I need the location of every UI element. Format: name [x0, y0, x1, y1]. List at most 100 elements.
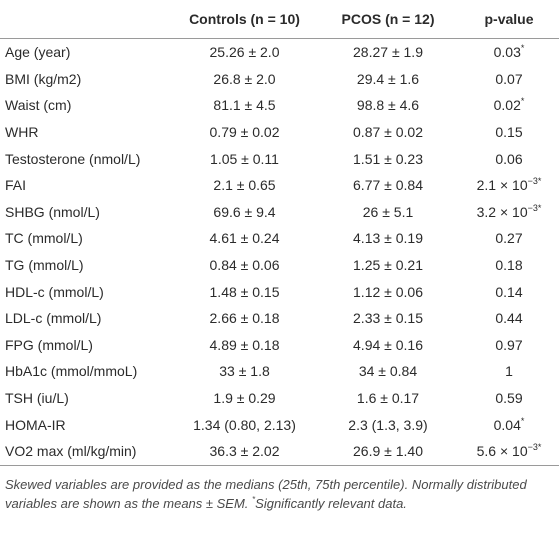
row-label: Testosterone (nmol/L) [5, 150, 141, 167]
pcos-value: 1.6 ± 0.17 [356, 390, 420, 407]
p-value-cell: 5.6 × 10−3* [459, 437, 559, 466]
pcos-value: 98.8 ± 4.6 [356, 97, 420, 114]
table-row: FAI 2.1 ± 0.65 6.77 ± 0.84 2.1 × 10−3* [0, 172, 559, 199]
table-row: Testosterone (nmol/L) 1.05 ± 0.11 1.51 ± 0… [0, 145, 559, 172]
p-value: 3.2 × 10 [476, 203, 528, 220]
controls-value: 2.66 ± 0.18 [209, 310, 280, 327]
pcos-value: 2.33 ± 0.15 [353, 310, 423, 327]
p-value-superscript: * [520, 96, 525, 107]
p-value-cell: 0.07 [459, 66, 559, 93]
table-row: BMI (kg/m2) 26.8 ± 2.0 29.4 ± 1.6 0.07 [0, 66, 559, 93]
p-value-cell: 0.03* [459, 39, 559, 66]
p-value-cell: 0.15 [459, 119, 559, 146]
row-label: TG (mmol/L) [5, 257, 84, 274]
controls-value: 1.34 (0.80, 2.13) [193, 416, 296, 433]
p-value-cell: 0.02* [459, 92, 559, 119]
controls-value: 1.48 ± 0.15 [209, 283, 280, 300]
controls-value: 26.8 ± 2.0 [213, 70, 276, 87]
footnote-tail: Significantly relevant data. [255, 495, 407, 511]
pcos-value: 26.9 ± 1.40 [317, 437, 459, 466]
p-value-cell: 0.44 [459, 305, 559, 332]
pcos-value: 1.12 ± 0.06 [353, 283, 423, 300]
p-value-cell: 2.1 × 10−3* [459, 172, 559, 199]
row-label: HOMA-IR [5, 416, 66, 433]
p-value-superscript: * [520, 43, 525, 54]
controls-value: 0.79 ± 0.02 [209, 124, 280, 141]
column-header: Controls (n = 10) [172, 0, 317, 39]
p-value-cell: 0.14 [459, 278, 559, 305]
controls-value: 33 ± 1.8 [219, 363, 270, 380]
p-value: 1 [505, 363, 513, 380]
header-row: Controls (n = 10) PCOS (n = 12) p-value [0, 0, 559, 39]
pcos-value: 26 ± 5.1 [362, 203, 414, 220]
controls-value: 69.6 ± 9.4 [213, 203, 276, 220]
p-value: 2.1 × 10 [476, 177, 528, 194]
column-header: p-value [459, 0, 559, 39]
controls-value: 1.05 ± 0.11 [210, 150, 279, 167]
row-label: Waist (cm) [5, 97, 72, 114]
row-label: HbA1c (mmol/mmoL) [5, 363, 138, 380]
row-label: Age (year) [5, 44, 71, 61]
pcos-value: 2.3 (1.3, 3.9) [348, 416, 428, 433]
row-label: BMI (kg/m2) [5, 70, 82, 87]
p-value: 0.03 [493, 44, 521, 61]
column-header [0, 0, 172, 39]
table-row: FPG (mmol/L) 4.89 ± 0.18 4.94 ± 0.16 0.97 [0, 332, 559, 359]
table-row: Age (year) 25.26 ± 2.0 28.27 ± 1.9 0.03* [0, 39, 559, 66]
p-value: 0.27 [495, 230, 523, 247]
table-row: HOMA-IR 1.34 (0.80, 2.13) 2.3 (1.3, 3.9) 0.… [0, 411, 559, 438]
pcos-value: 29.4 ± 1.6 [356, 70, 420, 87]
row-label: FAI [5, 177, 27, 194]
controls-value: 4.89 ± 0.18 [209, 336, 280, 353]
p-value-cell: 1 [459, 358, 559, 385]
p-value: 0.15 [495, 124, 523, 141]
row-label: SHBG (nmol/L) [5, 203, 100, 220]
p-value: 0.07 [495, 70, 523, 87]
controls-value: 81.1 ± 4.5 [213, 97, 276, 114]
row-label: TC (mmol/L) [5, 230, 83, 247]
p-value: 0.06 [495, 150, 523, 167]
table-row: HbA1c (mmol/mmoL) 33 ± 1.8 34 ± 0.84 1 [0, 358, 559, 385]
controls-value: 2.1 ± 0.65 [213, 177, 276, 194]
p-value-cell: 0.04* [459, 411, 559, 438]
p-value: 0.02 [493, 97, 521, 114]
p-value-superscript: * [520, 415, 525, 426]
controls-value: 4.61 ± 0.24 [209, 230, 280, 247]
pcos-value: 4.13 ± 0.19 [353, 230, 423, 247]
footnote-text: Skewed variables are provided as the med… [5, 476, 527, 511]
row-label: TSH (iu/L) [5, 390, 69, 407]
p-value-superscript: −3* [527, 442, 542, 453]
footnote-mark: * [252, 494, 256, 504]
p-value: 0.14 [495, 283, 523, 300]
controls-value: 1.9 ± 0.29 [213, 390, 276, 407]
table-row: VO2 max (ml/kg/min) 36.3 ± 2.02 26.9 ± 1.4… [0, 437, 559, 466]
table-row: LDL-c (mmol/L) 2.66 ± 0.18 2.33 ± 0.15 0.44 [0, 305, 559, 332]
row-label: LDL-c (mmol/L) [5, 310, 102, 327]
p-value: 0.44 [495, 310, 523, 327]
p-value: 0.59 [495, 390, 523, 407]
table-row: SHBG (nmol/L) 69.6 ± 9.4 26 ± 5.1 3.2 × 10−… [0, 199, 559, 226]
row-label: HDL-c (mmol/L) [5, 283, 104, 300]
controls-value: 25.26 ± 2.0 [209, 44, 280, 61]
p-value: 0.97 [495, 336, 523, 353]
table-row: TG (mmol/L) 0.84 ± 0.06 1.25 ± 0.21 0.18 [0, 252, 559, 279]
table-row: WHR 0.79 ± 0.02 0.87 ± 0.02 0.15 [0, 119, 559, 146]
p-value-cell: 0.27 [459, 225, 559, 252]
footnote: Skewed variables are provided as the med… [0, 466, 559, 513]
p-value: 0.18 [495, 257, 523, 274]
table-row: Waist (cm) 81.1 ± 4.5 98.8 ± 4.6 0.02* [0, 92, 559, 119]
pcos-value: 4.94 ± 0.16 [353, 336, 423, 353]
column-header: PCOS (n = 12) [317, 0, 459, 39]
pcos-value: 28.27 ± 1.9 [353, 44, 423, 61]
p-value-cell: 0.59 [459, 385, 559, 412]
p-value-cell: 0.18 [459, 252, 559, 279]
table-row: TC (mmol/L) 4.61 ± 0.24 4.13 ± 0.19 0.27 [0, 225, 559, 252]
p-value-cell: 0.97 [459, 332, 559, 359]
pcos-value: 1.51 ± 0.23 [353, 150, 423, 167]
data-table: Controls (n = 10) PCOS (n = 12) p-value Ag… [0, 0, 559, 466]
pcos-value: 1.25 ± 0.21 [353, 257, 423, 274]
p-value: 5.6 × 10 [476, 443, 528, 460]
row-label: FPG (mmol/L) [5, 336, 93, 353]
p-value: 0.04 [493, 416, 521, 433]
